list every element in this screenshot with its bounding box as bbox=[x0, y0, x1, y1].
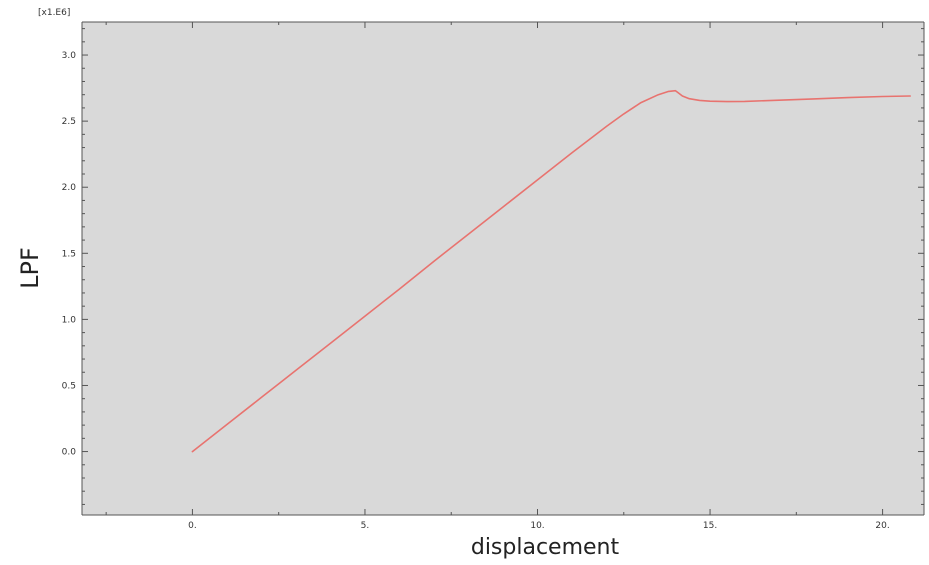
series-line bbox=[191, 89, 912, 453]
y-tick-label: 0.0 bbox=[62, 448, 77, 458]
axis-ticks bbox=[82, 22, 924, 515]
y-tick-label: 2.0 bbox=[62, 183, 77, 193]
series-lines bbox=[191, 89, 912, 453]
x-axis-title: displacement bbox=[471, 535, 620, 560]
y-tick-label: 1.0 bbox=[62, 315, 77, 325]
y-tick-label: 2.5 bbox=[62, 117, 76, 127]
y-tick-label: 3.0 bbox=[62, 51, 77, 61]
y-tick-label: 0.5 bbox=[62, 381, 76, 391]
x-tick-label: 5. bbox=[361, 521, 370, 531]
plot-area bbox=[82, 22, 924, 515]
x-tick-label: 15. bbox=[703, 521, 717, 531]
tick-labels: 0. 5. 10. 15. 20. 0.0 0.5 1.0 1.5 2.0 2.5 3.0 bbox=[62, 51, 890, 531]
y-multiplier-label: [x1.E6] bbox=[38, 8, 70, 18]
x-tick-label: 20. bbox=[875, 521, 889, 531]
y-axis-title: LPF bbox=[16, 247, 44, 289]
x-tick-label: 0. bbox=[188, 521, 197, 531]
x-tick-label: 10. bbox=[530, 521, 544, 531]
y-tick-label: 1.5 bbox=[62, 249, 76, 259]
